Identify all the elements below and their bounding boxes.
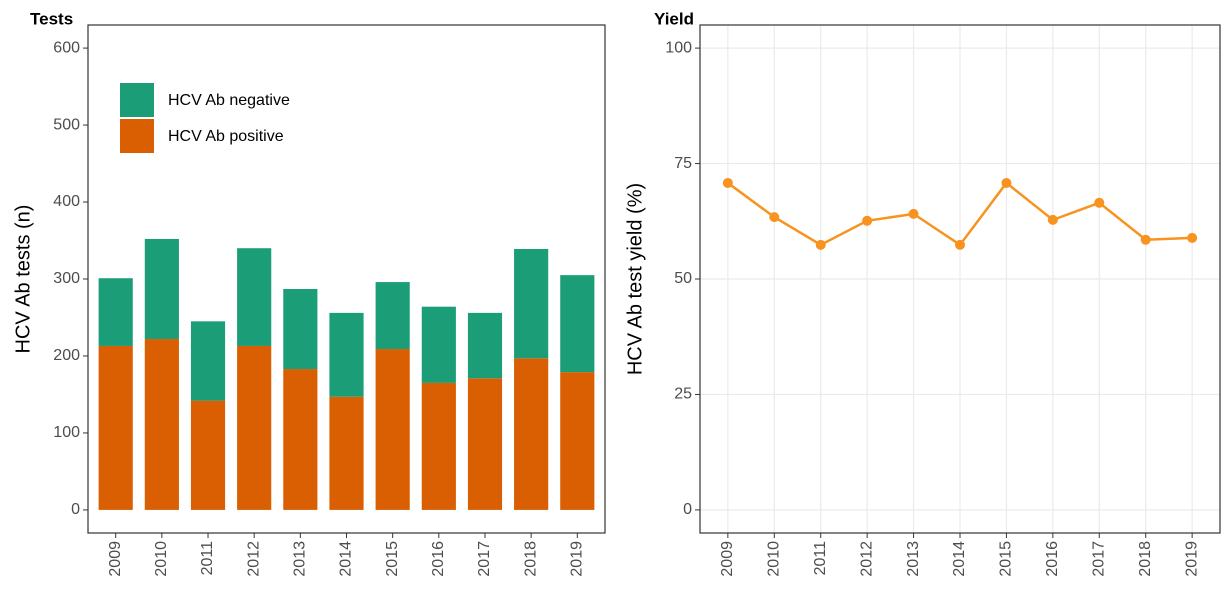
bar — [144, 339, 179, 510]
x-tick-label: 2010 — [153, 541, 170, 577]
x-tick-label: 2017 — [476, 541, 493, 577]
bar — [329, 312, 364, 397]
bar — [237, 345, 272, 510]
x-tick-label: 2016 — [1044, 541, 1061, 577]
bar — [144, 238, 179, 340]
bar — [375, 349, 410, 510]
x-tick-label: 2012 — [245, 541, 262, 577]
bar — [375, 282, 410, 350]
x-tick-label: 2009 — [719, 541, 736, 577]
point — [815, 239, 826, 250]
chart-title: Tests — [30, 9, 73, 28]
x-tick-label: 2010 — [766, 541, 783, 577]
bar — [421, 306, 456, 383]
x-tick-label: 2019 — [1183, 541, 1200, 577]
point — [1047, 214, 1058, 225]
x-tick-label: 2011 — [199, 541, 216, 576]
chart-title: Yield — [654, 9, 694, 28]
point — [1187, 232, 1198, 243]
point — [722, 177, 733, 188]
point — [769, 212, 780, 223]
x-tick-label: 2019 — [569, 541, 586, 577]
bar — [560, 275, 595, 373]
point — [1094, 197, 1105, 208]
bar — [237, 248, 272, 346]
bar — [467, 312, 503, 379]
y-axis-label: HCV Ab tests (n) — [12, 205, 34, 354]
bar — [421, 382, 456, 510]
y-tick-label: 0 — [683, 501, 692, 518]
x-tick-label: 2013 — [905, 541, 922, 577]
bar — [514, 358, 549, 510]
x-tick-label: 2018 — [1137, 541, 1154, 577]
y-tick-label: 300 — [53, 270, 80, 287]
x-tick-label: 2018 — [522, 541, 539, 577]
y-tick-label: 75 — [674, 155, 692, 172]
x-tick-label: 2009 — [107, 541, 124, 577]
x-tick-label: 2015 — [384, 541, 401, 577]
panel-border — [87, 24, 606, 534]
bar — [283, 369, 318, 510]
y-tick-label: 0 — [71, 501, 80, 518]
x-tick-label: 2012 — [858, 541, 875, 577]
legend-label: HCV Ab negative — [168, 92, 290, 109]
bar — [514, 248, 549, 359]
point — [1001, 177, 1012, 188]
legend-swatch — [120, 119, 154, 153]
y-tick-label: 600 — [53, 39, 80, 56]
y-tick-label: 400 — [53, 193, 80, 210]
bar — [283, 289, 318, 370]
x-tick-label: 2011 — [812, 541, 829, 576]
point — [955, 239, 965, 250]
x-tick-label: 2014 — [951, 541, 968, 577]
y-tick-label: 200 — [53, 347, 80, 364]
y-tick-label: 50 — [674, 270, 692, 287]
x-tick-label: 2013 — [292, 541, 309, 577]
point — [1140, 234, 1151, 245]
bar — [560, 372, 595, 510]
legend-swatch — [120, 83, 154, 117]
bar — [467, 378, 503, 510]
bar — [190, 321, 226, 401]
y-tick-label: 25 — [674, 386, 692, 403]
x-tick-label: 2016 — [430, 541, 447, 577]
y-tick-label: 100 — [665, 39, 692, 56]
bar — [329, 396, 364, 510]
y-axis-label: HCV Ab test yield (%) — [624, 183, 646, 375]
x-tick-label: 2015 — [998, 541, 1015, 577]
y-tick-label: 100 — [53, 424, 80, 441]
bar — [98, 345, 133, 510]
bar — [98, 278, 133, 346]
point — [862, 215, 873, 226]
panel-border — [699, 24, 1221, 534]
point — [908, 208, 919, 219]
y-tick-label: 500 — [53, 116, 80, 133]
x-tick-label: 2014 — [338, 541, 355, 577]
bar — [190, 400, 226, 510]
legend-label: HCV Ab positive — [168, 128, 284, 145]
x-tick-label: 2017 — [1091, 541, 1108, 577]
